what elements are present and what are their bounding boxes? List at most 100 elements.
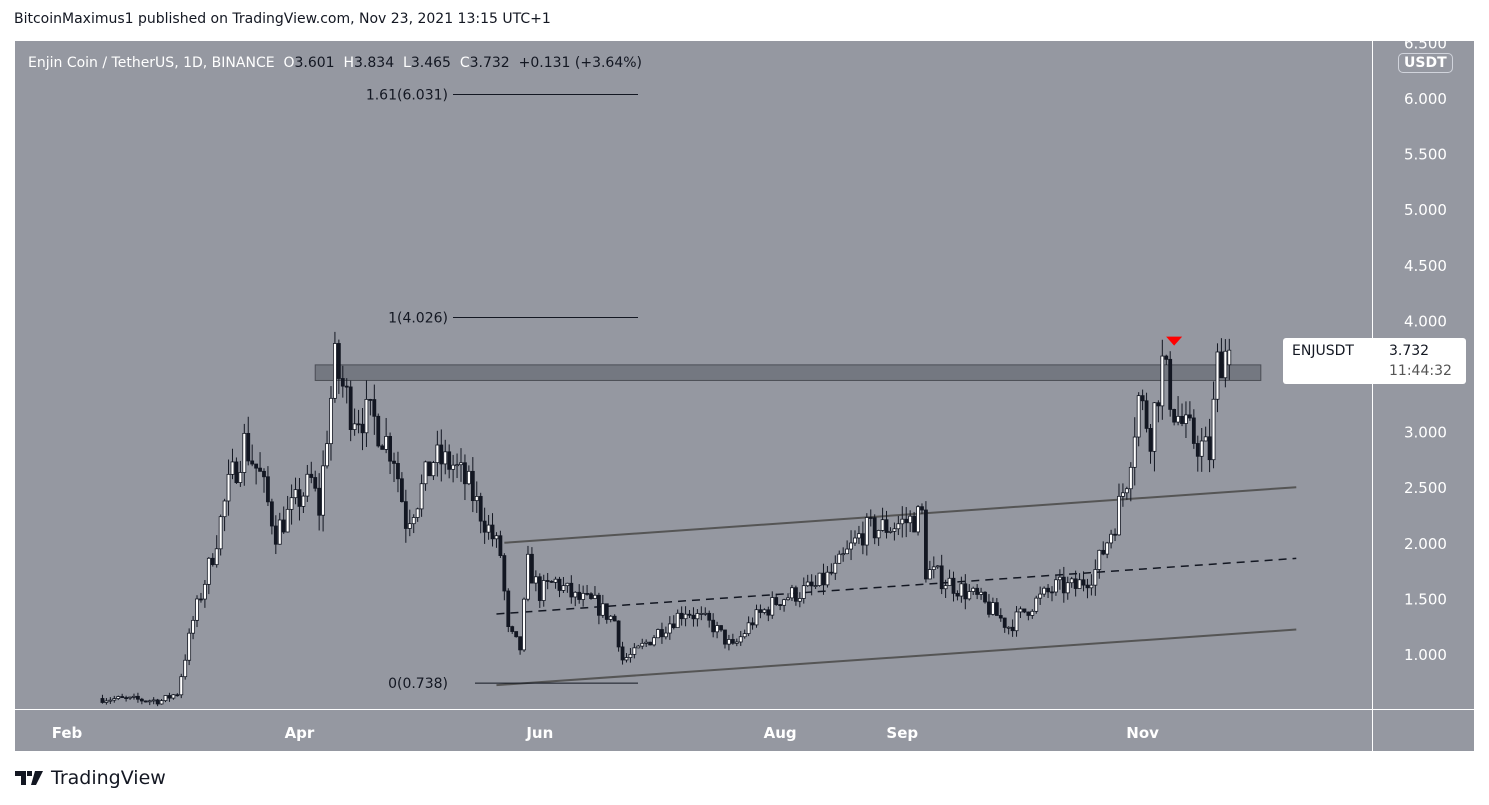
candle-body-down — [569, 582, 574, 598]
candle-body-down — [912, 515, 916, 533]
candle — [396, 451, 400, 493]
candle — [1089, 574, 1094, 596]
candle-body-up — [600, 603, 605, 616]
candle-body-up — [880, 519, 885, 531]
candle-body-down — [620, 646, 625, 661]
price-tag-price: 3.732 — [1389, 343, 1430, 359]
candle-body-up — [466, 470, 471, 485]
candle-body-up — [1006, 626, 1011, 629]
candle — [939, 554, 944, 595]
candle-body-up — [864, 517, 869, 546]
candle — [1065, 576, 1070, 600]
candle-body-down — [439, 444, 444, 465]
candle — [608, 614, 613, 623]
candle — [809, 574, 814, 596]
candle-body-down — [1195, 443, 1200, 457]
currency-unit-button[interactable]: USDT — [1398, 53, 1453, 73]
candle-body-up — [1211, 398, 1216, 461]
candle-body-up — [813, 585, 818, 587]
candle — [833, 555, 838, 580]
candle-body-up — [329, 397, 333, 445]
change-value: +0.131 (+3.64%) — [518, 55, 643, 71]
candle — [226, 459, 231, 516]
candle-body-up — [797, 598, 802, 602]
candle — [604, 603, 609, 624]
candle — [667, 616, 672, 640]
candle — [1054, 575, 1058, 596]
candle — [250, 444, 255, 467]
candle-body-up — [1034, 597, 1039, 612]
candle — [557, 576, 562, 598]
candle — [399, 472, 404, 503]
candle-body-down — [821, 572, 826, 586]
candle-body-up — [242, 432, 247, 473]
candle — [1081, 571, 1086, 592]
candle — [660, 622, 664, 644]
fib-level-label: 1.61(6.031) — [366, 88, 448, 104]
candle-body-down — [1081, 579, 1086, 586]
candle — [600, 594, 605, 618]
candle-body-down — [376, 415, 381, 447]
candle-body-down — [577, 591, 582, 600]
candle-body-down — [1172, 409, 1177, 423]
candle — [368, 398, 373, 416]
candle — [392, 452, 396, 483]
candle — [900, 506, 905, 538]
candle — [1136, 392, 1141, 447]
candle — [569, 575, 574, 604]
chart-panel[interactable]: 1.61(6.031) 1(4.026) 0(0.738) 6.500 6.000 5.5… — [15, 41, 1474, 751]
candle — [597, 592, 601, 625]
candle — [494, 532, 499, 548]
candle-body-down — [719, 625, 723, 631]
candle-body-up — [206, 557, 211, 585]
candle — [951, 571, 956, 602]
candle — [100, 694, 105, 704]
candle — [636, 644, 641, 649]
candle-body-down — [730, 639, 735, 644]
candle — [620, 641, 625, 665]
candle-body-up — [896, 523, 901, 530]
candle-body-up — [179, 676, 184, 696]
candle-body-up — [407, 523, 412, 529]
candle-body-up — [853, 537, 857, 544]
candle — [364, 380, 369, 448]
candle-body-up — [632, 647, 637, 655]
chart-canvas[interactable]: 1.61(6.031) 1(4.026) 0(0.738) 6.500 6.000 5.5… — [15, 41, 1474, 751]
candle — [340, 365, 345, 398]
candle-body-down — [266, 476, 270, 503]
candle — [817, 572, 822, 587]
candle-body-down — [482, 520, 487, 533]
tradingview-logo[interactable]: TradingView — [15, 767, 166, 789]
candle — [644, 639, 649, 647]
candle — [266, 466, 270, 507]
candle-body-down — [396, 463, 400, 480]
candle — [214, 535, 219, 568]
candle-body-down — [498, 535, 503, 556]
price-tag-countdown: 11:44:32 — [1389, 363, 1452, 379]
candle — [916, 505, 920, 536]
candle-body-down — [1168, 358, 1173, 410]
candle — [533, 570, 538, 592]
candle-body-down — [939, 565, 944, 590]
candle-body-down — [1050, 591, 1054, 594]
candle-body-down — [671, 623, 676, 629]
candle — [896, 515, 901, 536]
candle — [979, 587, 983, 600]
candle — [218, 514, 223, 556]
candle — [1026, 611, 1031, 621]
candle — [352, 408, 357, 436]
candle — [321, 450, 326, 532]
candle — [506, 588, 511, 633]
candle-body-up — [916, 506, 920, 533]
candle-body-down — [234, 461, 239, 483]
time-tick-label: Nov — [1126, 724, 1159, 742]
candle — [163, 695, 168, 703]
candle-body-down — [1026, 611, 1031, 616]
candle — [1046, 584, 1050, 598]
candle — [648, 641, 653, 646]
symbol-legend: Enjin Coin / TetherUS, 1D, BINANCE O3.60… — [28, 55, 642, 71]
candle-body-up — [384, 436, 389, 450]
candle — [281, 506, 286, 534]
candle-body-down — [258, 467, 262, 472]
candle — [1172, 408, 1177, 426]
